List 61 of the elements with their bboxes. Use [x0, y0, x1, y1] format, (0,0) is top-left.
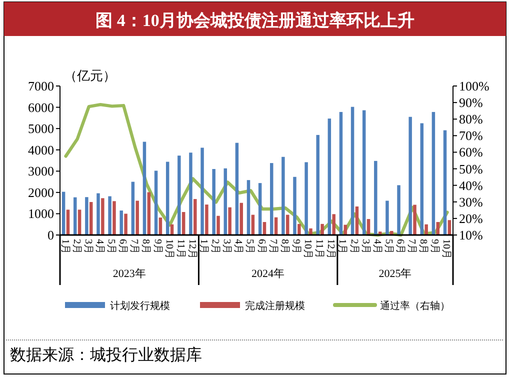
- y2-tick-label: 10%: [459, 228, 483, 242]
- y2-tick-label: 70%: [459, 128, 483, 144]
- x-tick-label: 5月: [382, 239, 394, 254]
- y-tick-label: 2000: [28, 184, 54, 200]
- x-tick-label: 9月: [152, 239, 163, 254]
- x-tick-label: 8月: [140, 239, 152, 254]
- x-tick-label: 6月: [256, 239, 267, 254]
- y-axis-title: （亿元）: [64, 68, 116, 83]
- x-tick-label: 4月: [371, 239, 382, 254]
- x-tick-label: 3月: [221, 239, 232, 254]
- x-tick-label: 5月: [244, 239, 256, 254]
- y2-tick-label: 90%: [459, 95, 483, 110]
- x-tick-label: 3月: [360, 239, 371, 254]
- x-tick-label: 4月: [94, 239, 105, 254]
- x-tick-label: 2月: [210, 239, 221, 254]
- x-tick-label: 2月: [348, 239, 360, 254]
- x-tick-label: 8月: [418, 239, 429, 254]
- x-tick-label: 9月: [290, 239, 302, 254]
- x-tick-label: 3月: [82, 239, 94, 254]
- chart-title: 图 4：10月协会城投债注册通过率环比上升: [96, 11, 414, 30]
- x-tick-label: 7月: [128, 239, 140, 254]
- x-tick-label: 6月: [394, 239, 406, 254]
- x-tick-label: 5月: [106, 239, 117, 254]
- source-note: 数据来源：城投行业数据库: [10, 346, 202, 364]
- x-tick-label: 7月: [406, 239, 418, 254]
- x-tick-label: 10月: [163, 239, 174, 259]
- y2-tick-label: 60%: [459, 144, 483, 160]
- y2-tick-label: 20%: [459, 210, 483, 226]
- y2-tick-label: 50%: [459, 161, 483, 176]
- x-tick-label: 1月: [59, 239, 70, 254]
- y2-tick-label: 30%: [459, 194, 483, 210]
- text: 2023年: [112, 268, 146, 280]
- y-tick-label: 6000: [28, 100, 54, 115]
- y2-tick-label: 40%: [459, 178, 483, 193]
- x-tick-label: 6月: [117, 239, 128, 254]
- y-tick-label: 0: [48, 228, 54, 242]
- legend-label: 完成注册规模: [245, 300, 305, 312]
- y-tick-label: 1000: [28, 206, 54, 222]
- y-tick-label: 7000: [28, 78, 54, 94]
- x-tick-label: 4月: [232, 239, 244, 254]
- x-tick-label: 12月: [186, 239, 198, 259]
- x-tick-label: 8月: [278, 239, 290, 254]
- legend-label: 通过率（右轴）: [380, 300, 450, 312]
- text: 2025年: [378, 268, 412, 280]
- x-tick-label: 12月: [325, 239, 336, 259]
- x-tick-label: 9月: [429, 239, 440, 254]
- x-tick-label: 11月: [174, 239, 186, 259]
- x-tick-label: 10月: [440, 239, 452, 259]
- x-tick-label: 10月: [302, 239, 314, 259]
- x-tick-label: 7月: [267, 239, 278, 254]
- y2-tick-label: 80%: [459, 112, 483, 127]
- legend-label: 计划发行规模: [110, 300, 170, 312]
- x-tick-label: 1月: [336, 239, 348, 254]
- y-tick-label: 5000: [28, 121, 54, 136]
- y-tick-label: 4000: [28, 142, 54, 158]
- x-tick-label: 11月: [314, 239, 325, 259]
- x-tick-label: 2月: [70, 239, 82, 254]
- y2-tick-label: 100%: [459, 78, 490, 94]
- text: 2024年: [252, 268, 285, 280]
- y-tick-label: 3000: [28, 164, 54, 179]
- x-tick-label: 1月: [198, 239, 209, 254]
